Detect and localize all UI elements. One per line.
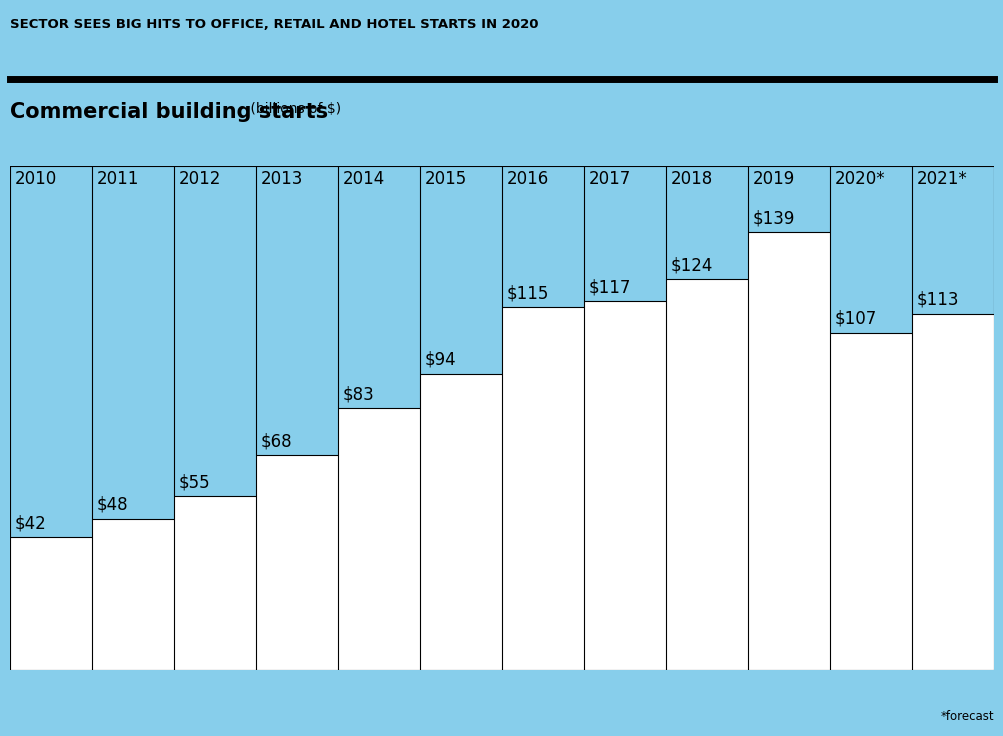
Bar: [584, 301, 665, 670]
Text: $107: $107: [834, 310, 877, 328]
Bar: [584, 166, 665, 301]
Bar: [92, 166, 174, 518]
Bar: [256, 456, 338, 670]
Text: Commercial building starts: Commercial building starts: [10, 102, 328, 121]
Bar: [911, 314, 993, 670]
Text: 2017: 2017: [589, 170, 631, 188]
Bar: [829, 333, 911, 670]
Text: $68: $68: [261, 433, 292, 450]
Bar: [665, 166, 747, 279]
Text: $55: $55: [179, 474, 211, 492]
Text: 2016: 2016: [507, 170, 549, 188]
Bar: [747, 232, 829, 670]
Text: 2012: 2012: [179, 170, 221, 188]
Text: 2011: 2011: [97, 170, 139, 188]
Text: $94: $94: [424, 351, 456, 369]
Text: $117: $117: [589, 278, 631, 297]
Text: 2015: 2015: [424, 170, 466, 188]
Bar: [502, 166, 584, 308]
Bar: [829, 166, 911, 333]
Bar: [174, 166, 256, 497]
Bar: [338, 408, 419, 670]
Text: 2010: 2010: [15, 170, 57, 188]
Bar: [502, 308, 584, 670]
Text: 2019: 2019: [752, 170, 794, 188]
Text: 2018: 2018: [670, 170, 712, 188]
Bar: [747, 166, 829, 232]
Text: SECTOR SEES BIG HITS TO OFFICE, RETAIL AND HOTEL STARTS IN 2020: SECTOR SEES BIG HITS TO OFFICE, RETAIL A…: [10, 18, 538, 32]
Text: 2021*: 2021*: [916, 170, 967, 188]
Bar: [92, 518, 174, 670]
Bar: [174, 497, 256, 670]
Bar: [419, 374, 502, 670]
Text: $124: $124: [670, 256, 712, 275]
Bar: [10, 537, 92, 670]
Text: $115: $115: [507, 285, 549, 302]
Bar: [338, 166, 419, 408]
Text: (billions of $): (billions of $): [246, 102, 341, 116]
Text: 2014: 2014: [343, 170, 385, 188]
Bar: [10, 166, 92, 537]
Text: 2013: 2013: [261, 170, 303, 188]
Text: *forecast: *forecast: [940, 710, 993, 723]
Text: $42: $42: [15, 514, 47, 533]
Text: $139: $139: [752, 209, 794, 227]
Text: 2020*: 2020*: [834, 170, 885, 188]
Bar: [419, 166, 502, 374]
Text: $83: $83: [343, 386, 374, 403]
Bar: [911, 166, 993, 314]
Bar: [665, 279, 747, 670]
Text: $113: $113: [916, 291, 959, 309]
Bar: [256, 166, 338, 456]
Text: $48: $48: [97, 496, 128, 514]
